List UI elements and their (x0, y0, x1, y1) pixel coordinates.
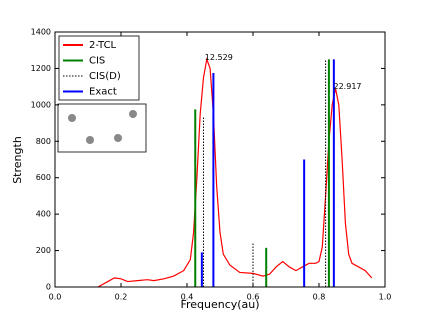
y-tick-label: 1200 (31, 64, 51, 73)
y-tick-label: 1400 (31, 28, 51, 37)
legend: 2-TCL CIS CIS(D) Exact (58, 35, 140, 101)
plot (97, 57, 373, 288)
atom (114, 134, 122, 142)
x-tick-label: 0.4 (181, 293, 194, 302)
y-tick-label: 400 (36, 210, 51, 219)
annotation: 22.917 (334, 82, 362, 91)
x-axis-label: Frequency(au) (180, 298, 259, 311)
atom (129, 110, 137, 118)
atom (86, 136, 94, 144)
line-series (97, 57, 373, 288)
legend-label: CIS(D) (89, 71, 121, 82)
y-tick-label: 800 (36, 137, 51, 146)
y-tick-label: 1000 (31, 100, 51, 109)
legend-label: 2-TCL (89, 40, 117, 51)
x-tick-label: 0.8 (313, 293, 326, 302)
x-tick-label: 0.0 (49, 293, 62, 302)
legend-label: CIS (89, 56, 105, 67)
y-axis-label: Strength (11, 136, 24, 184)
y-tick-label: 200 (36, 246, 51, 255)
y-tick-label: 600 (36, 173, 51, 182)
x-tick-label: 0.6 (247, 293, 260, 302)
x-tick-label: 1.0 (379, 293, 392, 302)
y-tick-label: 0 (46, 283, 51, 292)
legend-label: Exact (89, 87, 117, 98)
legend-box (58, 35, 140, 101)
plot-frame (54, 31, 386, 288)
annotation: 12.529 (205, 53, 233, 62)
molecule-inset (57, 103, 147, 153)
atom (68, 114, 76, 122)
x-tick-label: 0.2 (115, 293, 128, 302)
